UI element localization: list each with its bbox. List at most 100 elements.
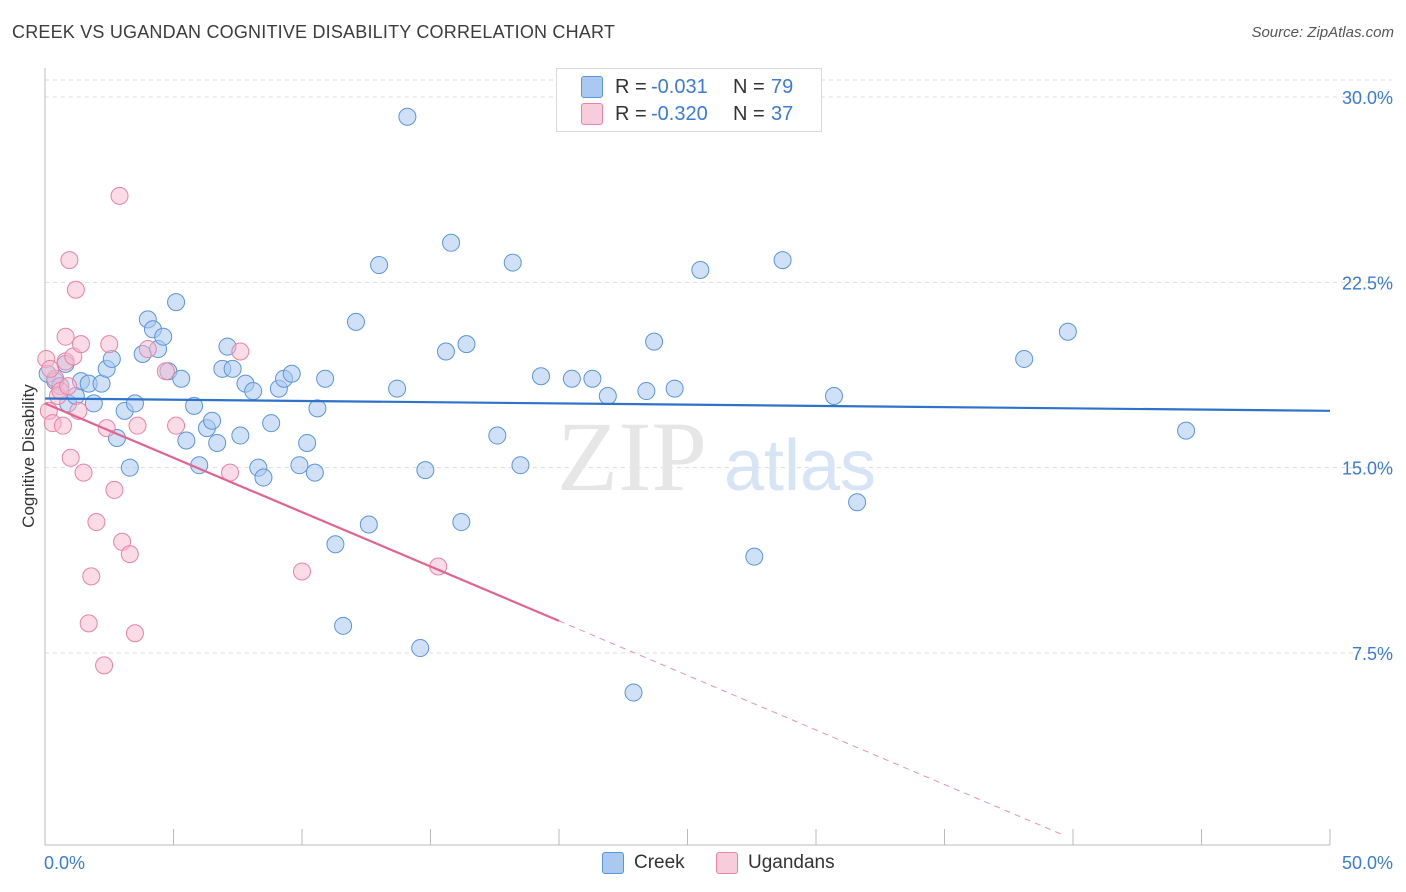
r-label: R = xyxy=(615,102,647,125)
y-tick-label: 15.0% xyxy=(1342,459,1393,479)
creek-point xyxy=(282,364,301,383)
creek-point xyxy=(167,293,186,312)
creek-point xyxy=(346,312,365,331)
source-label: Source: ZipAtlas.com xyxy=(1251,24,1394,41)
creek-point xyxy=(154,327,173,346)
creek-point xyxy=(457,335,476,354)
ugandans-point xyxy=(53,416,72,435)
creek-swatch xyxy=(602,852,624,874)
creek-point xyxy=(254,468,273,487)
creek-point xyxy=(442,233,461,252)
ugandans-point xyxy=(293,562,311,581)
creek-point xyxy=(308,399,327,418)
creek-point xyxy=(624,683,643,702)
creek-point xyxy=(102,349,121,368)
ugandans-point xyxy=(100,335,119,354)
legend-label-ugandans: Ugandans xyxy=(748,852,835,873)
stats-legend: R = -0.031 N = 79 R = -0.320 N = 37 xyxy=(556,68,822,132)
ugandans-trend-line xyxy=(44,402,560,622)
creek-point xyxy=(645,332,664,351)
creek-point xyxy=(637,382,656,401)
ugandans-point xyxy=(82,567,101,586)
ugandans-point xyxy=(231,342,250,361)
ugandans-point xyxy=(105,480,124,499)
axis-labels: 7.5% 15.0% 22.5% 30.0% 0.0% 50.0% xyxy=(44,88,1393,873)
legend-item-creek[interactable]: Creek xyxy=(602,852,685,874)
series-legend: Creek Ugandans xyxy=(0,852,1406,878)
creek-point xyxy=(262,414,281,433)
creek-point xyxy=(452,513,471,532)
creek-point xyxy=(511,456,530,475)
n-label: N = xyxy=(733,75,765,98)
ugandans-point xyxy=(125,624,144,643)
r-value: -0.031 xyxy=(651,75,708,98)
y-tick-label: 22.5% xyxy=(1342,273,1393,293)
ugandans-point xyxy=(87,513,106,532)
creek-point xyxy=(416,461,435,480)
creek-point xyxy=(326,535,345,554)
x-tick-label: 50.0% xyxy=(1342,853,1393,873)
ugandans-point xyxy=(79,614,98,633)
creek-point xyxy=(359,515,378,534)
ugandans-swatch xyxy=(581,103,603,125)
r-value: -0.320 xyxy=(651,102,708,125)
creek-point xyxy=(598,387,617,406)
creek-point xyxy=(388,379,407,398)
creek-point xyxy=(177,431,196,450)
ugandans-point xyxy=(71,335,90,354)
legend-item-ugandans[interactable]: Ugandans xyxy=(716,852,835,874)
ugandans-points xyxy=(37,186,448,675)
ugandans-point xyxy=(138,340,157,359)
creek-point xyxy=(488,426,507,445)
stats-legend-row-ugandans: R = -0.320 N = 37 xyxy=(581,101,793,127)
creek-point xyxy=(290,456,309,475)
n-value: 37 xyxy=(771,102,794,125)
ugandans-point xyxy=(120,545,139,564)
creek-point xyxy=(824,387,843,406)
creek-point xyxy=(532,367,551,386)
creek-point xyxy=(665,379,684,398)
n-label: N = xyxy=(733,102,765,125)
creek-point xyxy=(773,251,792,270)
creek-point xyxy=(120,458,139,477)
ugandans-point xyxy=(74,463,93,482)
creek-point xyxy=(745,547,764,566)
ugandans-trend-extension xyxy=(558,620,1066,837)
ugandans-point xyxy=(128,416,147,435)
ugandans-point xyxy=(56,327,75,346)
trend-lines xyxy=(44,397,1331,837)
ugandans-point xyxy=(66,280,85,299)
legend-label-creek: Creek xyxy=(634,852,685,873)
creek-point xyxy=(305,463,324,482)
chart-title: CREEK VS UGANDAN COGNITIVE DISABILITY CO… xyxy=(12,22,616,42)
ugandans-swatch xyxy=(716,852,738,874)
ugandans-point xyxy=(110,186,129,205)
watermark-zip: ZIP xyxy=(557,401,707,512)
y-tick-label: 7.5% xyxy=(1352,644,1393,664)
creek-point xyxy=(208,433,227,452)
ugandans-point xyxy=(167,416,186,435)
creek-point xyxy=(1058,322,1077,341)
watermark-atlas: atlas xyxy=(724,426,876,506)
creek-trend-line xyxy=(44,397,1331,412)
creek-point xyxy=(503,253,522,272)
creek-point xyxy=(562,369,581,388)
creek-point xyxy=(583,369,602,388)
creek-point xyxy=(370,256,389,275)
creek-point xyxy=(172,369,191,388)
creek-point xyxy=(436,342,455,361)
y-tick-label: 30.0% xyxy=(1342,88,1393,108)
x-tick-label: 0.0% xyxy=(44,853,85,873)
creek-point xyxy=(223,359,242,378)
creek-point xyxy=(125,394,144,413)
creek-point xyxy=(316,369,335,388)
creek-point xyxy=(203,411,222,430)
creek-point xyxy=(231,426,250,445)
creek-point xyxy=(848,493,867,512)
creek-point xyxy=(185,396,204,415)
ugandans-point xyxy=(41,359,60,378)
stats-legend-row-creek: R = -0.031 N = 79 xyxy=(581,74,793,100)
ugandans-point xyxy=(95,656,114,675)
r-label: R = xyxy=(615,75,647,98)
